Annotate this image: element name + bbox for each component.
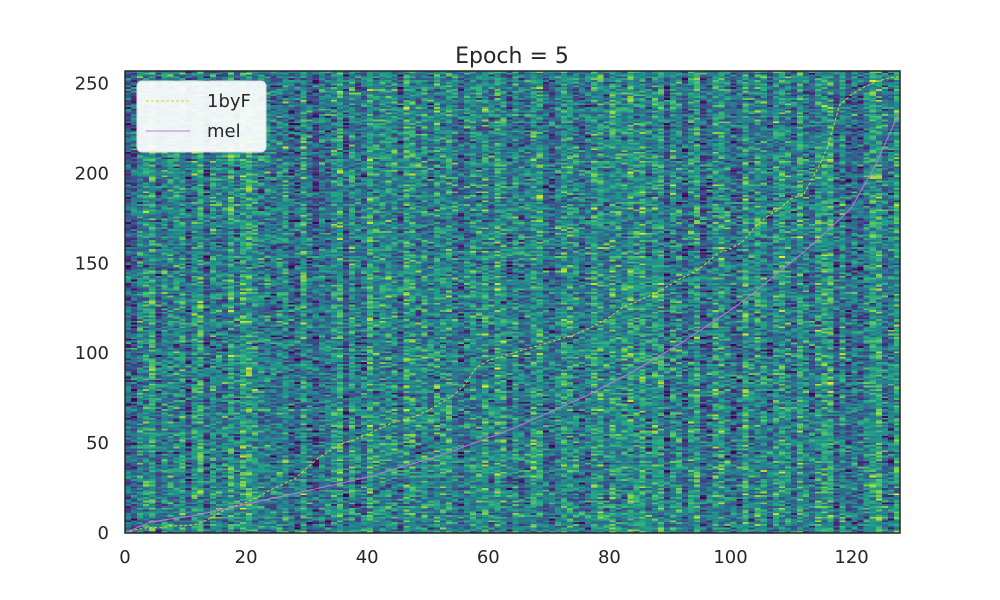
series-line-mel [125, 110, 900, 533]
y-tick-label: 250 [75, 74, 109, 95]
legend: 1byF mel [136, 80, 267, 153]
y-tick-label: 0 [98, 523, 109, 544]
x-tick-label: 60 [477, 547, 500, 568]
chart-title: Epoch = 5 [455, 44, 569, 69]
x-tick-label: 40 [356, 547, 379, 568]
y-tick-label: 100 [75, 343, 109, 364]
y-tick-label: 150 [75, 253, 109, 274]
y-axis: 0 50 100 150 200 250 [75, 74, 109, 544]
x-tick-label: 120 [834, 547, 868, 568]
legend-box [136, 80, 267, 153]
series-layer [125, 75, 900, 533]
legend-label-mel: mel [207, 121, 241, 142]
legend-label-1byf: 1byF [207, 91, 251, 112]
plot-frame [124, 70, 901, 534]
x-axis: 0 20 40 60 80 100 120 [119, 547, 869, 568]
y-tick-label: 50 [86, 433, 109, 454]
x-tick-label: 20 [235, 547, 258, 568]
y-tick-label: 200 [75, 164, 109, 185]
series-line-1byf [125, 75, 900, 533]
x-tick-label: 100 [713, 547, 747, 568]
x-tick-label: 80 [598, 547, 621, 568]
x-tick-label: 0 [119, 547, 130, 568]
